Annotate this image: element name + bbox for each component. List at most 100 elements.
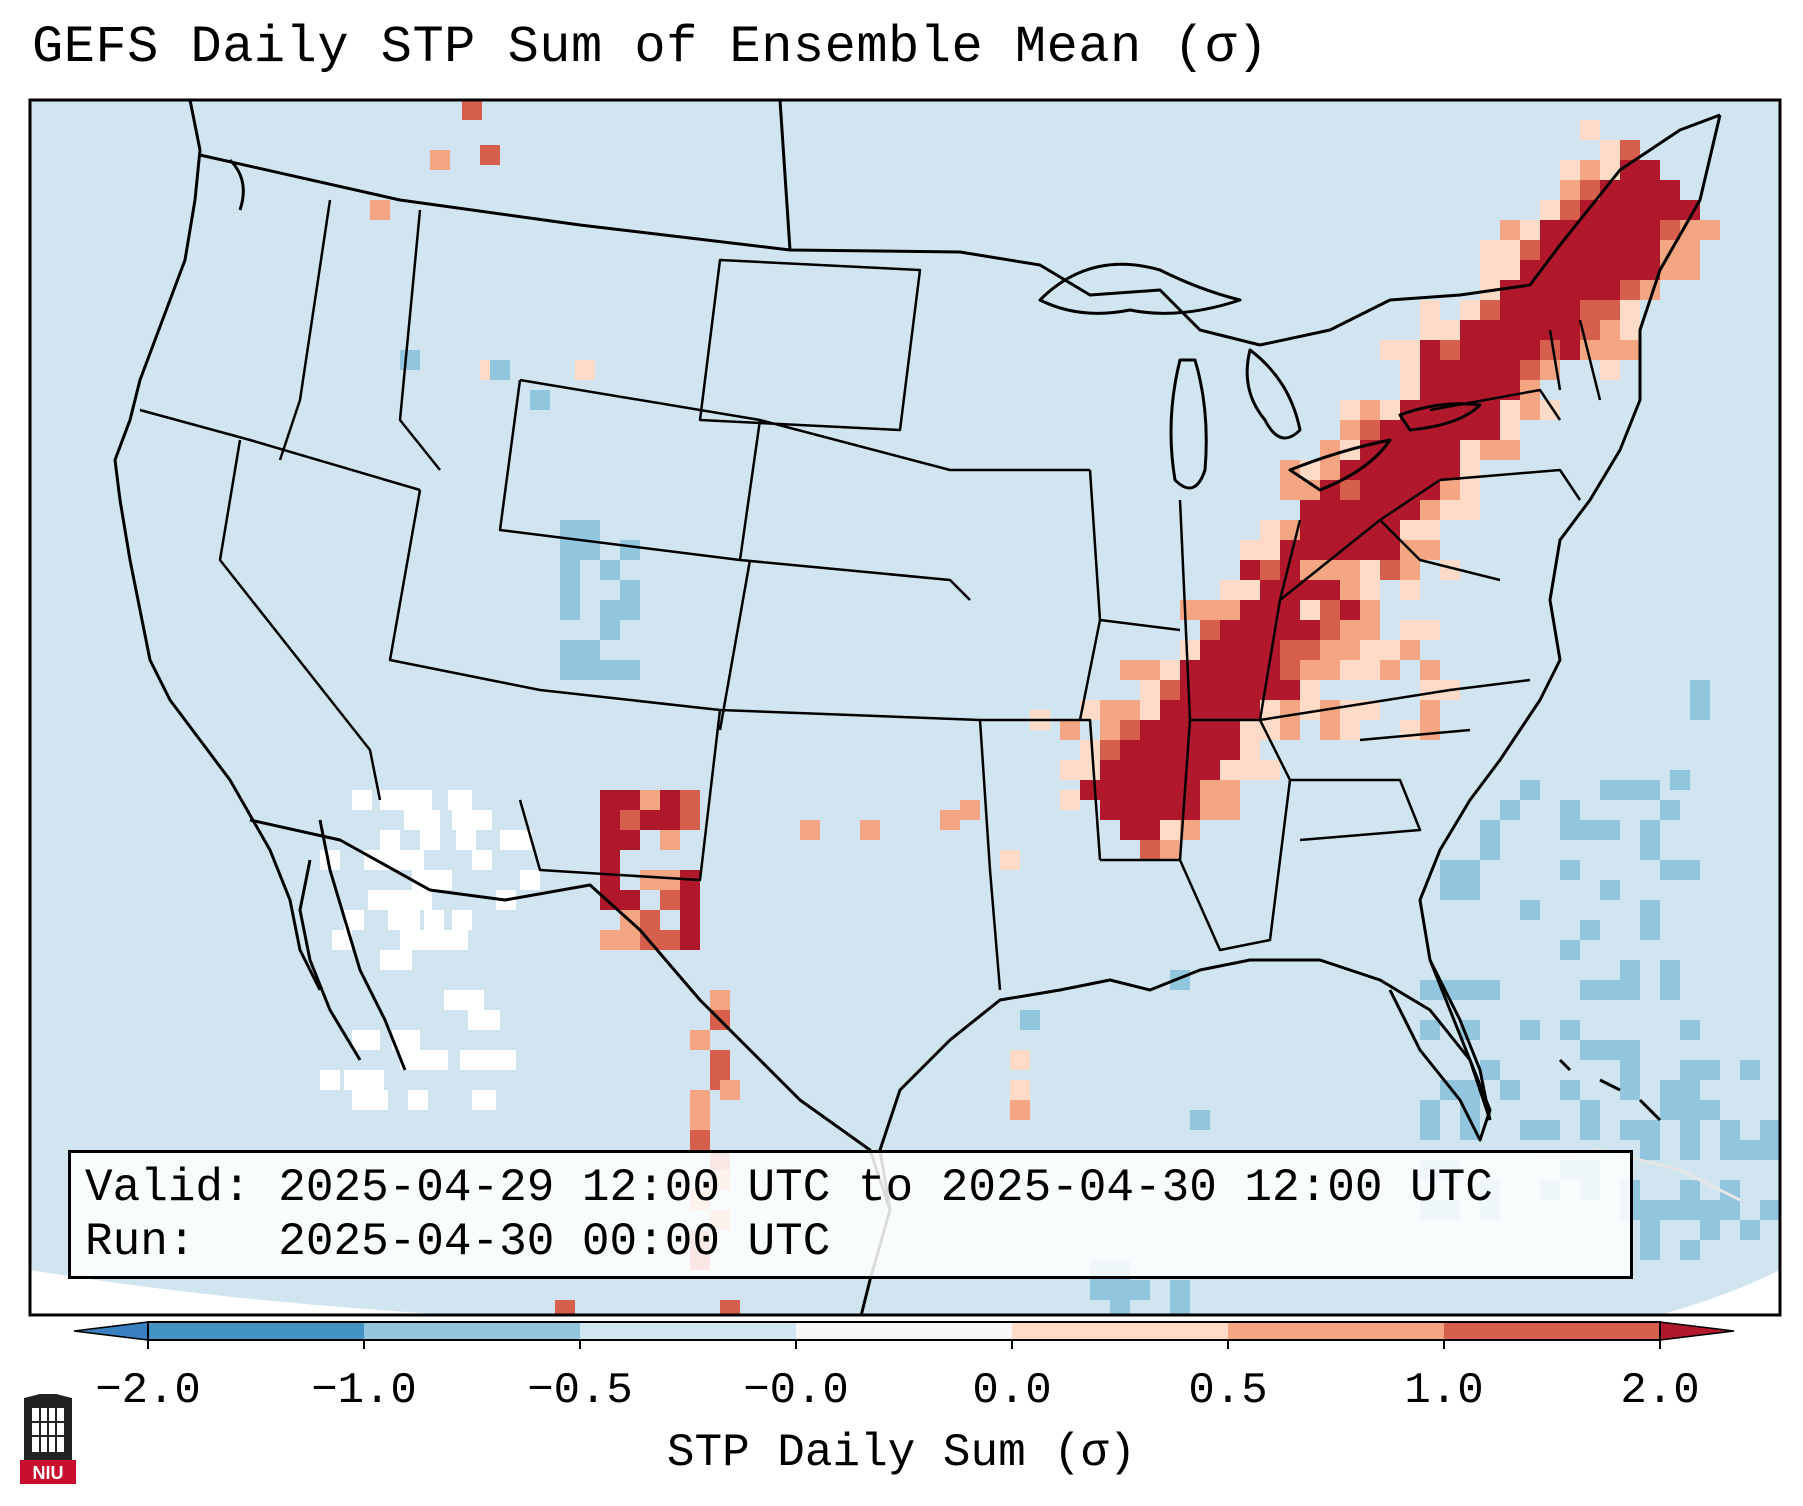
anomaly-cell xyxy=(1320,500,1340,520)
anomaly-cell xyxy=(1010,1080,1030,1100)
anomaly-cell xyxy=(1480,320,1500,340)
anomaly-cell xyxy=(1080,700,1100,720)
anomaly-cell xyxy=(1620,240,1640,260)
anomaly-cell xyxy=(1680,1060,1700,1080)
anomaly-cell xyxy=(1520,1020,1540,1040)
baja-coastline xyxy=(318,819,407,1071)
anomaly-cell xyxy=(1600,780,1620,800)
anomaly-cell xyxy=(1200,780,1220,800)
anomaly-cell xyxy=(1500,400,1520,420)
colorbar-tick-label: 2.0 xyxy=(1620,1366,1699,1416)
valid-value: 2025-04-29 12:00 UTC to 2025-04-30 12:00… xyxy=(278,1162,1493,1214)
colorbar-segment xyxy=(364,1322,580,1340)
anomaly-cell xyxy=(1460,980,1480,1000)
anomaly-cell xyxy=(1140,820,1160,840)
anomaly-cell xyxy=(368,890,388,910)
anomaly-cell xyxy=(1120,700,1140,720)
anomaly-cell xyxy=(580,660,600,680)
anomaly-cell xyxy=(1220,740,1240,760)
anomaly-cell xyxy=(660,790,680,810)
anomaly-cell xyxy=(1260,580,1280,600)
anomaly-cell xyxy=(1220,720,1240,740)
anomaly-cell xyxy=(1580,260,1600,280)
anomaly-cell xyxy=(1690,680,1710,700)
anomaly-cell xyxy=(1100,760,1120,780)
anomaly-cell xyxy=(1380,340,1400,360)
anomaly-cell xyxy=(1240,620,1260,640)
anomaly-cell xyxy=(1200,800,1220,820)
anomaly-cell xyxy=(1420,1020,1440,1040)
anomaly-cell xyxy=(1340,620,1360,640)
anomaly-cell xyxy=(1620,320,1640,340)
anomaly-cell xyxy=(620,660,640,680)
anomaly-cell xyxy=(1580,280,1600,300)
anomaly-cell xyxy=(1240,660,1260,680)
anomaly-cell xyxy=(1200,740,1220,760)
anomaly-cell xyxy=(1440,460,1460,480)
anomaly-cell xyxy=(1140,760,1160,780)
anomaly-cell xyxy=(1020,1010,1040,1030)
anomaly-cell xyxy=(1120,660,1140,680)
anomaly-cell xyxy=(1460,460,1480,480)
anomaly-cell xyxy=(1660,1100,1680,1120)
anomaly-cell xyxy=(462,100,482,120)
anomaly-cell xyxy=(1100,740,1120,760)
anomaly-cell xyxy=(1620,220,1640,240)
anomaly-cell xyxy=(860,820,880,840)
anomaly-cell xyxy=(1100,720,1120,740)
anomaly-cell xyxy=(800,820,820,840)
anomaly-cell xyxy=(690,1090,710,1110)
anomaly-cell xyxy=(1220,620,1240,640)
anomaly-cell xyxy=(1620,300,1640,320)
anomaly-cell xyxy=(620,810,640,830)
anomaly-cell xyxy=(1480,440,1500,460)
anomaly-cell xyxy=(1220,800,1240,820)
anomaly-cell xyxy=(1420,320,1440,340)
anomaly-cell xyxy=(1340,420,1360,440)
anomaly-cell xyxy=(1220,780,1240,800)
anomaly-cell xyxy=(1620,980,1640,1000)
anomaly-cell xyxy=(1580,300,1600,320)
anomaly-cell xyxy=(1380,640,1400,660)
anomaly-cell xyxy=(1560,320,1580,340)
anomaly-cell xyxy=(1340,520,1360,540)
anomaly-cell xyxy=(1360,500,1380,520)
anomaly-cell xyxy=(1620,1040,1640,1060)
anomaly-cell xyxy=(680,930,700,950)
anomaly-cell xyxy=(1640,1200,1660,1220)
anomaly-cell xyxy=(1720,1140,1740,1160)
anomaly-cell xyxy=(1090,1280,1110,1300)
anomaly-cell xyxy=(430,150,450,170)
colorbar-tick-label: −2.0 xyxy=(95,1366,201,1416)
anomaly-cell xyxy=(1400,580,1420,600)
anomaly-cell xyxy=(1420,1120,1440,1140)
anomaly-cell xyxy=(1600,980,1620,1000)
anomaly-cell xyxy=(1360,400,1380,420)
anomaly-cell xyxy=(456,990,476,1010)
anomaly-cell xyxy=(1670,770,1690,790)
anomaly-cell xyxy=(1520,1120,1540,1140)
anomaly-cell xyxy=(1500,440,1520,460)
anomaly-cell xyxy=(720,1300,740,1315)
anomaly-cell xyxy=(710,990,730,1010)
anomaly-cell xyxy=(1280,660,1300,680)
anomaly-cell xyxy=(1760,1200,1780,1220)
anomaly-cell xyxy=(1460,880,1480,900)
anomaly-cell xyxy=(1540,400,1560,420)
anomaly-cell xyxy=(1160,680,1180,700)
anomaly-cell xyxy=(560,540,580,560)
anomaly-cell xyxy=(1500,300,1520,320)
anomaly-cell xyxy=(1360,640,1380,660)
anomaly-cell xyxy=(1440,480,1460,500)
anomaly-cell xyxy=(1400,620,1420,640)
anomaly-cell xyxy=(1360,540,1380,560)
anomaly-cell xyxy=(1680,1240,1700,1260)
anomaly-cell xyxy=(1680,860,1700,880)
niu-logo-icon: NIU xyxy=(20,1394,76,1484)
anomaly-cell xyxy=(1160,840,1180,860)
anomaly-cell xyxy=(1320,580,1340,600)
anomaly-cell xyxy=(1480,420,1500,440)
anomaly-cell xyxy=(1680,240,1700,260)
anomaly-cell xyxy=(1480,1060,1500,1080)
anomaly-cell xyxy=(1360,480,1380,500)
